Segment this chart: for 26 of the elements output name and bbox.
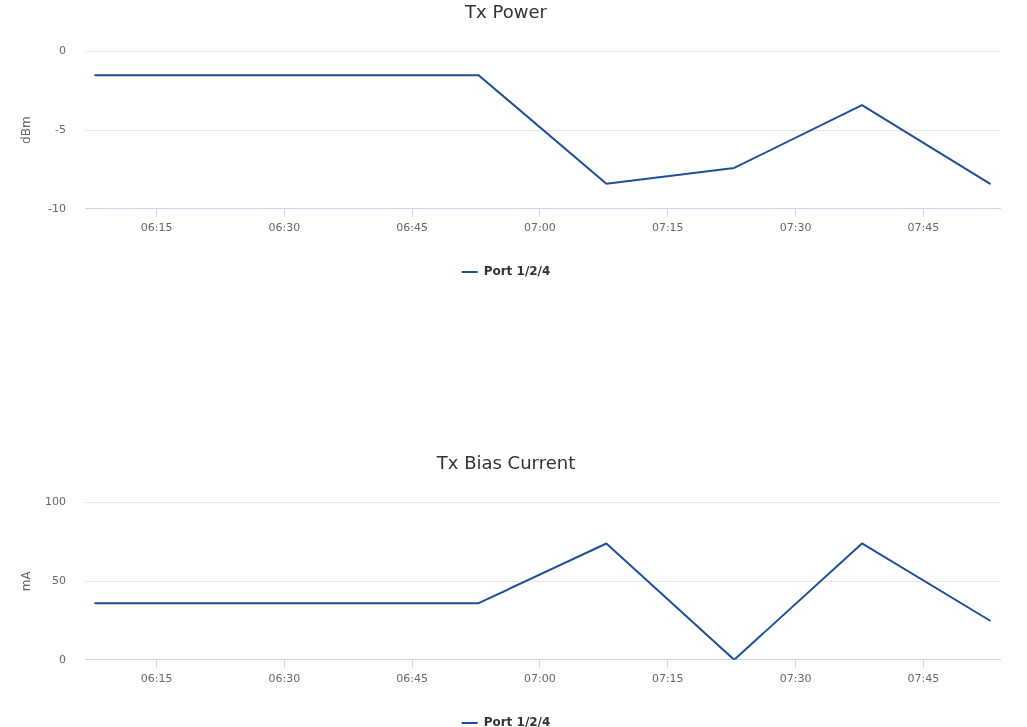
x-tick-label: 07:00 <box>524 672 556 686</box>
x-tick-label: 06:45 <box>396 672 428 686</box>
x-tick-label: 06:15 <box>140 672 173 686</box>
y-tick-label: 0 <box>59 652 66 666</box>
y-tick-label: 50 <box>52 574 66 588</box>
x-tick-label: 07:45 <box>907 221 940 235</box>
y-tick-label: 0 <box>59 44 66 58</box>
y-axis-title: dBm <box>19 116 34 144</box>
x-tick-label: 07:45 <box>907 672 940 686</box>
legend-label: Port 1/2/4 <box>483 715 551 727</box>
chart-title: Tx Power <box>464 1 548 23</box>
y-tick-label: -10 <box>48 201 66 215</box>
x-tick-label: 06:30 <box>268 221 301 235</box>
x-tick-label: 07:30 <box>779 221 812 235</box>
y-tick-label: -5 <box>55 123 66 137</box>
x-tick-label: 06:45 <box>396 221 428 235</box>
x-tick-label: 06:15 <box>140 221 173 235</box>
y-axis-title: mA <box>19 570 34 592</box>
x-tick-label: 06:30 <box>268 672 301 686</box>
chart-title: Tx Bias Current <box>435 452 576 474</box>
x-tick-label: 07:15 <box>651 672 684 686</box>
y-tick-label: 100 <box>45 495 66 509</box>
x-tick-label: 07:00 <box>524 221 556 235</box>
x-tick-label: 07:30 <box>779 672 812 686</box>
x-tick-label: 07:15 <box>651 221 684 235</box>
legend-label: Port 1/2/4 <box>483 264 551 279</box>
